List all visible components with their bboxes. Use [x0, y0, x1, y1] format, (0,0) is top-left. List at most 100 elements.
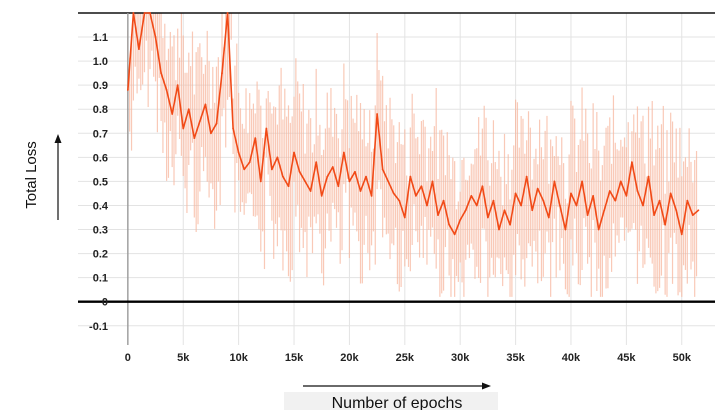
tick-labels: -0.1 0 0.1 0.2 0.3 0.4 0.5 0.6 0.7 0.8 0.9 1.0 1.1 0 5… [89, 32, 692, 364]
data-point [331, 166, 334, 168]
y-tick-label: 0.4 [93, 200, 109, 212]
data-point [603, 209, 606, 212]
data-point [592, 194, 595, 197]
data-point [221, 72, 223, 75]
data-point [658, 199, 661, 202]
series-line-total-loss [127, 12, 699, 236]
data-point [492, 199, 495, 202]
data-point [464, 209, 467, 212]
data-point [176, 84, 179, 87]
y-tick-label: 0.3 [93, 225, 108, 237]
x-tick-label: 45k [617, 352, 636, 364]
y-tick-label: 1.1 [93, 32, 108, 44]
data-point [282, 175, 284, 178]
x-tick-label: 35k [506, 352, 525, 364]
data-point [320, 194, 323, 197]
data-point [514, 192, 517, 195]
y-tick-label: 0 [102, 297, 108, 309]
y-tick-label: 0.7 [93, 128, 108, 140]
data-point [409, 175, 412, 178]
data-point [182, 127, 185, 130]
data-point [126, 89, 129, 91]
data-point [398, 199, 401, 202]
y-axis-arrow-head [54, 134, 62, 143]
data-point [475, 204, 478, 207]
data-point [642, 204, 644, 207]
data-point [675, 209, 678, 212]
data-point [542, 199, 545, 202]
axes [78, 12, 715, 345]
data-point [337, 185, 340, 188]
data-point [614, 199, 617, 202]
data-point [653, 214, 655, 216]
data-point [348, 180, 351, 183]
data-point [392, 192, 395, 195]
data-point [691, 214, 694, 216]
data-point [165, 89, 168, 91]
data-point [631, 161, 633, 164]
data-point [293, 151, 295, 154]
data-point [243, 168, 246, 171]
data-point [503, 209, 506, 212]
data-point [553, 180, 556, 183]
data-point [187, 108, 190, 111]
data-point [138, 48, 140, 50]
y-tick-label: 0.8 [93, 104, 108, 116]
x-tick-label: 40k [562, 352, 581, 364]
x-tick-label: 25k [396, 352, 415, 364]
data-point [547, 216, 550, 219]
data-point [426, 204, 428, 207]
data-point [193, 137, 196, 140]
x-tick-label: 20k [340, 352, 359, 364]
data-point [575, 204, 578, 207]
x-tick-label: 10k [229, 352, 248, 364]
data-point [143, 12, 146, 14]
y-tick-label: 0.1 [93, 273, 108, 285]
x-axis-arrow-head [482, 382, 491, 390]
data-point [171, 113, 174, 115]
data-point [559, 204, 561, 207]
x-tick-label: 50k [673, 352, 692, 364]
data-point [570, 192, 572, 195]
data-point [619, 180, 622, 183]
x-tick-label: 15k [285, 352, 304, 364]
data-point [287, 185, 290, 188]
y-tick-label: 0.5 [93, 176, 108, 188]
data-point [697, 209, 700, 212]
data-point [370, 194, 373, 197]
data-point [342, 151, 345, 154]
data-point [265, 127, 268, 130]
data-point [459, 218, 462, 221]
data-point [564, 228, 567, 231]
data-point [414, 194, 417, 197]
data-point [132, 12, 135, 14]
data-point [226, 12, 229, 14]
data-point [647, 175, 650, 178]
x-tick-label: 0 [125, 352, 131, 364]
data-point [525, 175, 528, 178]
data-point [259, 180, 262, 183]
data-point [680, 233, 683, 236]
data-point [365, 175, 367, 178]
data-point [381, 168, 384, 171]
data-point [420, 185, 423, 188]
data-point [359, 190, 362, 192]
data-point [160, 72, 162, 75]
data-point [581, 180, 583, 183]
y-tick-label: 0.6 [93, 152, 108, 164]
data-point [204, 103, 207, 106]
y-tick-label: 1.0 [93, 56, 108, 68]
data-point [298, 170, 301, 173]
data-point [520, 204, 523, 207]
x-tick-label: 5k [177, 352, 190, 364]
x-axis-label-backing [284, 392, 498, 410]
data-point [536, 187, 539, 190]
data-point [431, 180, 434, 183]
data-point [254, 137, 257, 140]
data-point [376, 113, 379, 115]
data-point [215, 122, 218, 125]
data-point [270, 168, 273, 171]
data-point [664, 223, 667, 226]
